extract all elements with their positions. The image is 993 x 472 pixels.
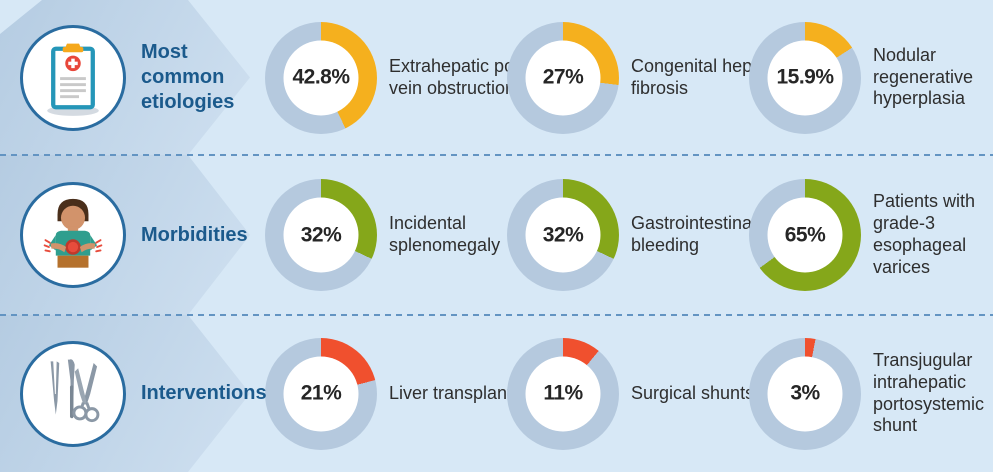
stat-interventions-3: 3% Transjugular intrahepatic portosystem… bbox=[749, 337, 991, 450]
stat-etiologies-1: 42.8% Extrahepatic portal vein obstructi… bbox=[265, 21, 539, 134]
patient-abdominal-pain-icon bbox=[20, 182, 126, 288]
stat-label: Gastrointestinal bleeding bbox=[631, 213, 757, 255]
donut-chart: 42.8% bbox=[265, 21, 377, 134]
row-header-interventions: Interventions bbox=[0, 340, 267, 447]
donut-hole: 15.9% bbox=[767, 40, 843, 115]
donut-hole: 32% bbox=[525, 197, 601, 273]
stat-morbidities-1: 32% Incidental splenomegaly bbox=[265, 179, 507, 291]
donut-hole: 65% bbox=[767, 197, 843, 273]
donut-hole: 32% bbox=[283, 197, 359, 273]
donut-chart: 21% bbox=[265, 337, 377, 450]
stat-label: Extrahepatic portal vein obstruction bbox=[389, 55, 540, 98]
donut-chart: 3% bbox=[749, 337, 861, 450]
donut-value: 27% bbox=[542, 65, 584, 89]
donut-chart: 32% bbox=[265, 179, 377, 291]
donut-value: 32% bbox=[300, 223, 342, 246]
row-title-interventions: Interventions bbox=[141, 382, 267, 404]
stat-label: Liver transplants bbox=[389, 382, 522, 403]
stat-label: Incidental splenomegaly bbox=[389, 213, 501, 255]
donut-chart: 11% bbox=[507, 337, 619, 450]
surgical-tools-icon bbox=[20, 340, 126, 447]
donut-hole: 3% bbox=[767, 356, 843, 431]
donut-value: 65% bbox=[784, 223, 826, 246]
stat-label: Congenital hepatic fibrosis bbox=[631, 55, 781, 98]
dashed-divider bbox=[0, 314, 993, 316]
row-header-morbidities: Morbidities bbox=[0, 182, 265, 288]
clipboard-icon bbox=[20, 24, 126, 131]
donut-chart: 32% bbox=[507, 179, 619, 291]
stat-etiologies-3: 15.9% Nodular regenerative hyperplasia bbox=[749, 21, 991, 134]
donut-hole: 42.8% bbox=[283, 40, 359, 115]
row-title-etiologies: Most common etiologies bbox=[141, 41, 235, 113]
donut-value: 21% bbox=[300, 381, 342, 405]
donut-chart: 27% bbox=[507, 21, 619, 134]
donut-value: 3% bbox=[790, 381, 820, 405]
donut-value: 32% bbox=[542, 223, 584, 246]
stat-interventions-2: 11% Surgical shunts bbox=[507, 337, 754, 450]
donut-value: 42.8% bbox=[292, 65, 350, 89]
stat-morbidities-2: 32% Gastrointestinal bleeding bbox=[507, 179, 756, 291]
stat-label: Surgical shunts bbox=[631, 382, 755, 403]
donut-hole: 11% bbox=[525, 356, 601, 431]
row-header-etiologies: Most common etiologies bbox=[0, 24, 265, 131]
donut-hole: 21% bbox=[283, 356, 359, 431]
dashed-divider bbox=[0, 154, 993, 156]
stat-label: Nodular regenerative hyperplasia bbox=[873, 44, 974, 109]
stat-label: Transjugular intrahepatic portosystemic … bbox=[873, 349, 985, 436]
stat-label: Patients with grade-3 esophageal varices bbox=[873, 191, 976, 277]
row-morbidities: Morbidities 32% Incidental splenomegaly … bbox=[0, 155, 993, 315]
stat-interventions-1: 21% Liver transplants bbox=[265, 337, 521, 450]
row-etiologies: Most common etiologies 42.8% Extrahepati… bbox=[0, 0, 993, 155]
donut-value: 11% bbox=[543, 381, 583, 405]
row-interventions: Interventions 21% Liver transplants 11% … bbox=[0, 315, 993, 472]
donut-hole: 27% bbox=[525, 40, 601, 115]
row-title-morbidities: Morbidities bbox=[141, 223, 248, 246]
donut-chart: 65% bbox=[749, 179, 861, 291]
donut-chart: 15.9% bbox=[749, 21, 861, 134]
stat-morbidities-3: 65% Patients with grade-3 esophageal var… bbox=[749, 179, 991, 291]
donut-value: 15.9% bbox=[776, 65, 834, 89]
stat-etiologies-2: 27% Congenital hepatic fibrosis bbox=[507, 21, 780, 134]
